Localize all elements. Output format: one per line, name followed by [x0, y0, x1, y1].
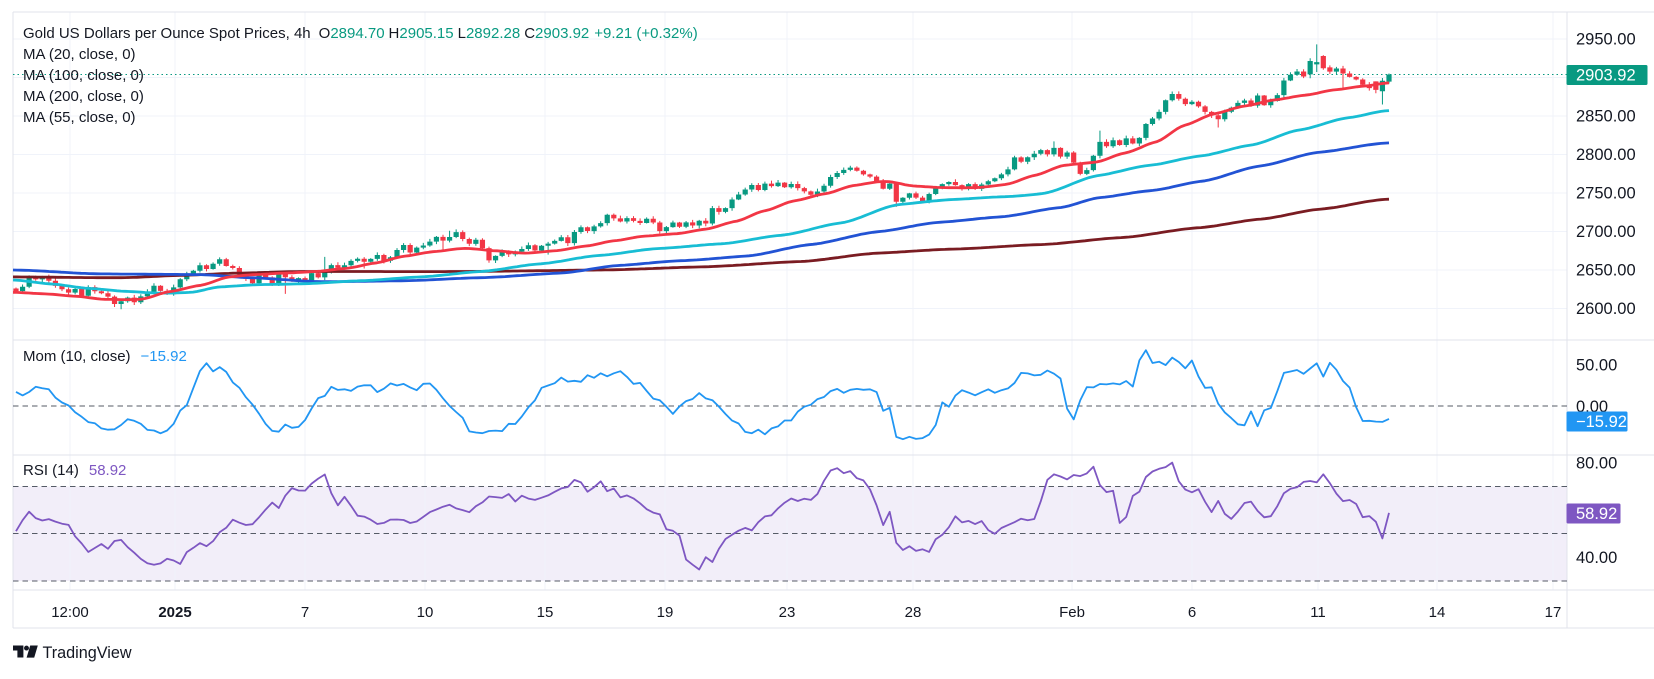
svg-text:15: 15	[537, 604, 554, 621]
svg-text:2850.00: 2850.00	[1576, 108, 1636, 126]
svg-text:2800.00: 2800.00	[1576, 146, 1636, 164]
svg-text:40.00: 40.00	[1576, 549, 1617, 567]
svg-text:23: 23	[779, 604, 796, 621]
svg-text:MA (200, close, 0): MA (200, close, 0)	[23, 88, 144, 105]
svg-text:MA (20, close, 0): MA (20, close, 0)	[23, 46, 136, 63]
svg-text:Mom (10, close)−15.92: Mom (10, close) −15.92	[23, 348, 187, 365]
svg-text:2950.00: 2950.00	[1576, 31, 1636, 49]
svg-text:2700.00: 2700.00	[1576, 223, 1636, 241]
svg-text:28: 28	[905, 604, 922, 621]
svg-text:58.92: 58.92	[1576, 505, 1617, 523]
svg-text:2600.00: 2600.00	[1576, 300, 1636, 318]
svg-text:MA (100, close, 0): MA (100, close, 0)	[23, 67, 144, 84]
svg-text:2650.00: 2650.00	[1576, 262, 1636, 280]
svg-text:50.00: 50.00	[1576, 357, 1617, 375]
svg-text:2903.92: 2903.92	[1576, 67, 1636, 85]
svg-text:Gold US Dollars per Ounce Spot: Gold US Dollars per Ounce Spot Prices, 4…	[23, 25, 698, 42]
svg-text:12:00: 12:00	[51, 604, 89, 621]
svg-text:10: 10	[417, 604, 434, 621]
svg-text:TradingView: TradingView	[43, 644, 132, 662]
svg-text:2750.00: 2750.00	[1576, 185, 1636, 203]
svg-text:Feb: Feb	[1059, 604, 1085, 621]
svg-text:−15.92: −15.92	[1576, 413, 1627, 431]
svg-text:MA (55, close, 0): MA (55, close, 0)	[23, 109, 136, 126]
svg-text:17: 17	[1545, 604, 1562, 621]
svg-text:11: 11	[1310, 604, 1326, 621]
svg-text:7: 7	[301, 604, 309, 621]
svg-text:14: 14	[1429, 604, 1446, 621]
svg-text:6: 6	[1188, 604, 1196, 621]
svg-text:RSI (14)58.92: RSI (14) 58.92	[23, 462, 126, 479]
svg-text:19: 19	[657, 604, 674, 621]
svg-text:2025: 2025	[158, 604, 191, 621]
svg-text:80.00: 80.00	[1576, 455, 1617, 473]
